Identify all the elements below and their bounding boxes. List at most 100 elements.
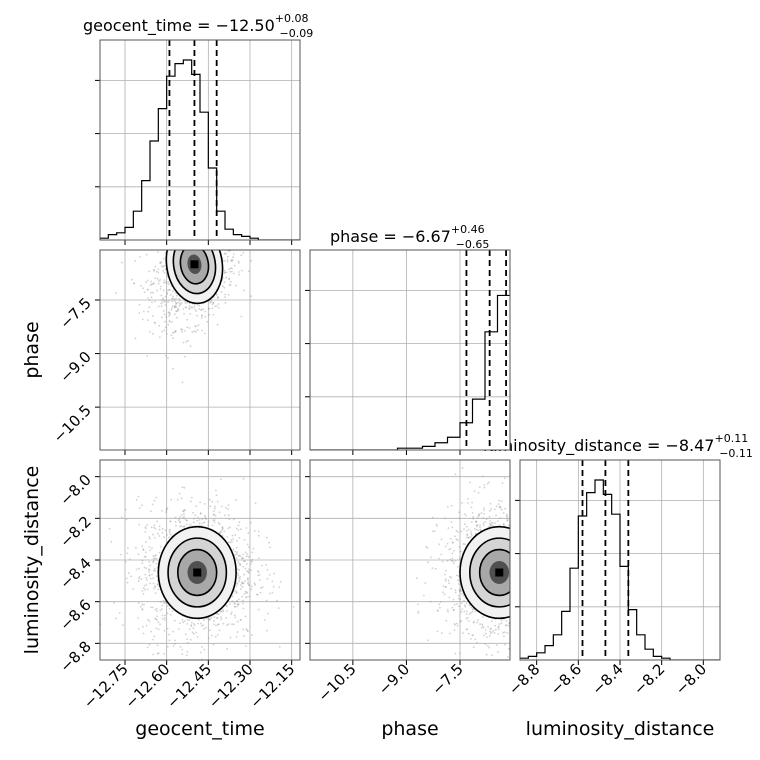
- scatter-point: [240, 618, 243, 621]
- scatter-point: [516, 601, 518, 603]
- scatter-point: [203, 619, 205, 622]
- scatter-point: [188, 628, 191, 630]
- scatter-point: [453, 622, 456, 625]
- scatter-point: [172, 295, 175, 298]
- scatter-point: [242, 607, 245, 610]
- scatter-point: [251, 561, 254, 563]
- x-tick-label-geocent_time: −12.75: [80, 660, 132, 712]
- scatter-point: [513, 559, 515, 561]
- scatter-point: [450, 559, 453, 562]
- scatter-point: [451, 552, 454, 555]
- scatter-point: [179, 622, 181, 625]
- scatter-point: [171, 300, 174, 303]
- scatter-point: [238, 521, 241, 524]
- scatter-point: [200, 308, 203, 311]
- scatter-point: [172, 645, 175, 647]
- scatter-point: [224, 296, 226, 298]
- scatter-point: [436, 630, 439, 633]
- scatter-point: [236, 600, 239, 602]
- scatter-point: [271, 591, 274, 594]
- scatter-point: [157, 246, 159, 248]
- scatter-point: [459, 598, 462, 601]
- scatter-point: [248, 584, 251, 586]
- scatter-point: [154, 557, 156, 560]
- scatter-point: [470, 536, 472, 538]
- scatter-point: [195, 631, 198, 634]
- scatter-point: [504, 624, 507, 627]
- scatter-point: [158, 525, 161, 528]
- scatter-point: [225, 276, 228, 279]
- scatter-point: [260, 587, 262, 590]
- scatter-point: [186, 619, 189, 621]
- scatter-point: [146, 319, 149, 321]
- scatter-point: [458, 589, 461, 592]
- scatter-point: [517, 649, 519, 651]
- scatter-point: [478, 513, 481, 515]
- scatter-point: [240, 584, 242, 587]
- scatter-point: [503, 635, 505, 638]
- scatter-point: [417, 603, 419, 606]
- scatter-point: [193, 517, 196, 520]
- scatter-point: [159, 288, 162, 290]
- scatter-point: [198, 307, 201, 310]
- scatter-point: [517, 556, 519, 558]
- scatter-point: [449, 558, 452, 561]
- scatter-point: [448, 548, 451, 551]
- scatter-point: [181, 381, 184, 384]
- scatter-point: [243, 635, 245, 637]
- scatter-point: [150, 280, 153, 283]
- scatter-point: [182, 510, 184, 512]
- scatter-point: [454, 652, 457, 655]
- svg-text:geocent_time = −12.50+0.08−0.0: geocent_time = −12.50+0.08 −0.09: [83, 12, 313, 40]
- scatter-point: [144, 551, 147, 554]
- scatter-point: [141, 545, 144, 548]
- scatter-point: [174, 292, 177, 295]
- scatter-point: [140, 504, 143, 507]
- scatter-point: [511, 575, 513, 577]
- scatter-point: [172, 367, 174, 370]
- scatter-point: [127, 572, 130, 574]
- scatter-point: [183, 620, 186, 622]
- scatter-point: [452, 598, 455, 601]
- panel-hist-geocent_time: [95, 39, 301, 245]
- scatter-point: [155, 557, 158, 560]
- scatter-point: [203, 245, 205, 247]
- scatter-point: [195, 325, 197, 328]
- scatter-point: [148, 644, 151, 646]
- scatter-point: [166, 293, 169, 295]
- scatter-point: [208, 498, 211, 501]
- scatter-point: [194, 303, 196, 306]
- scatter-point: [244, 560, 246, 563]
- scatter-point: [216, 634, 219, 636]
- scatter-point: [124, 508, 127, 511]
- scatter-point: [196, 245, 198, 247]
- scatter-point: [234, 534, 237, 536]
- scatter-point: [498, 524, 501, 527]
- scatter-point: [472, 517, 475, 520]
- scatter-point: [185, 654, 188, 656]
- scatter-point: [150, 241, 152, 243]
- scatter-point: [506, 513, 509, 516]
- scatter-point: [146, 354, 149, 357]
- scatter-point: [204, 516, 207, 519]
- contour-line: [459, 525, 510, 620]
- scatter-point: [234, 616, 237, 619]
- scatter-point: [165, 316, 168, 318]
- scatter-point: [265, 536, 268, 539]
- scatter-point: [142, 587, 145, 590]
- scatter-point: [153, 282, 155, 285]
- scatter-point: [162, 600, 165, 602]
- scatter-point: [451, 606, 454, 609]
- scatter-point: [514, 576, 516, 578]
- scatter-point: [450, 521, 453, 523]
- scatter-point: [178, 248, 180, 250]
- scatter-point: [431, 530, 434, 533]
- scatter-point: [472, 621, 475, 624]
- scatter-point: [234, 590, 237, 592]
- scatter-point: [477, 529, 480, 532]
- scatter-point: [178, 492, 181, 495]
- scatter-point: [189, 345, 192, 348]
- scatter-point: [221, 526, 224, 529]
- scatter-point: [159, 279, 162, 281]
- scatter-point: [489, 628, 492, 630]
